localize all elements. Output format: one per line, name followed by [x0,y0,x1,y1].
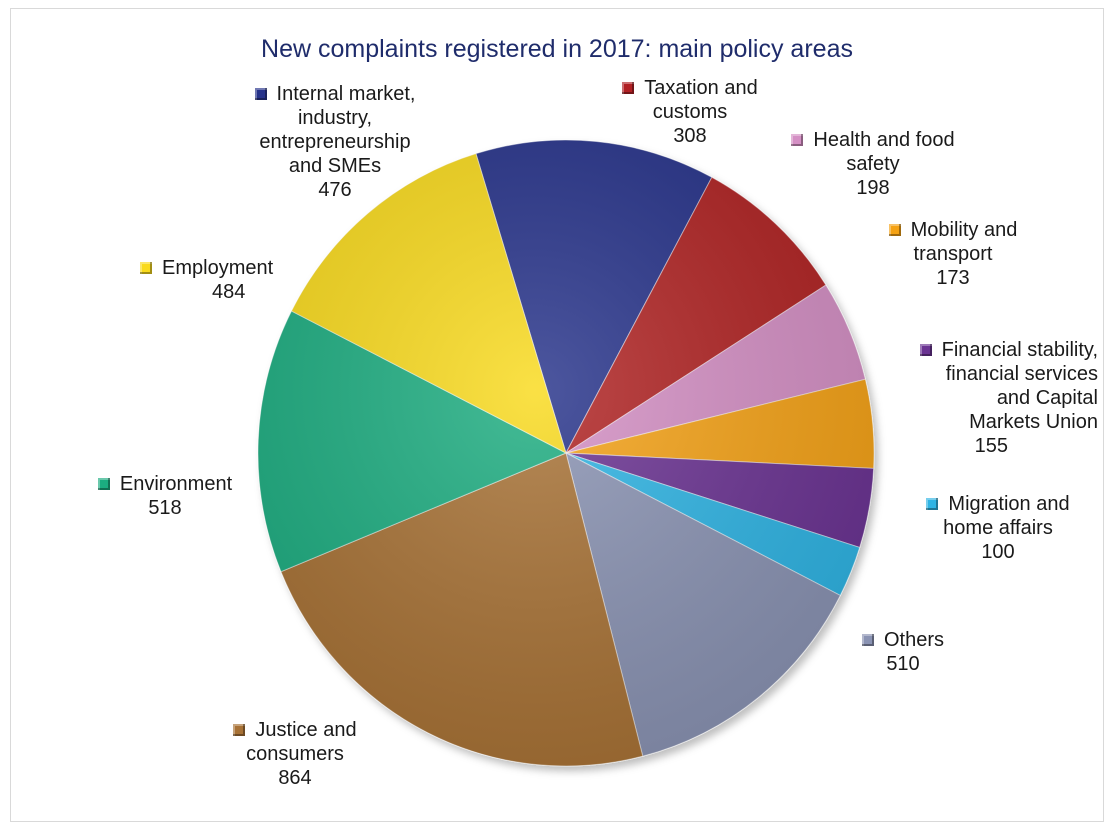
slice-label-mobility: Mobility and transport 173 [868,218,1038,290]
legend-swatch-migration [926,498,939,510]
legend-swatch-others [861,634,874,646]
slice-label-line: Environment [80,472,250,496]
slice-label-text: industry, [297,107,373,129]
slice-label-text: Taxation and [644,77,758,99]
slice-label-line: entrepreneurship [230,130,440,154]
slice-value-health: 198 [856,177,890,199]
legend-swatch-justice [233,724,246,736]
slice-label-text: consumers [246,743,344,765]
slice-value-migration: 100 [981,541,1015,563]
slice-label-employment: Employment 484 [140,256,310,304]
slice-label-line: home affairs [908,516,1088,540]
slice-label-line: Markets Union [880,410,1098,434]
slice-label-line: and SMEs [230,154,440,178]
slice-label-migration: Migration and home affairs 100 [908,492,1088,564]
slice-label-text: and SMEs [288,155,382,177]
pie-slices [257,139,875,767]
legend-swatch-taxation [622,82,635,94]
slice-label-text: home affairs [943,517,1053,539]
slice-label-text: Mobility and [910,219,1018,241]
slice-label-line: Justice and [220,718,370,742]
slice-label-text: Environment [119,473,233,495]
slice-label-line: Employment [140,256,310,280]
slice-label-line: Others [858,628,948,652]
slice-label-text: Others [883,629,945,651]
chart-title: New complaints registered in 2017: main … [261,35,853,63]
slice-label-internal-market: Internal market, industry, entrepreneurshi… [230,82,440,202]
slice-label-text: financial services [945,363,1098,385]
legend-swatch-financial [919,344,932,356]
slice-label-text: Justice and [255,719,357,741]
slice-label-justice: Justice and consumers 864 [220,718,370,790]
slice-label-text: and Capital [996,387,1098,409]
slice-label-text: transport [913,243,993,265]
slice-label-line: consumers [220,742,370,766]
slice-label-line: Mobility and [868,218,1038,242]
slice-label-line: Internal market, [230,82,440,106]
slice-value-employment: 484 [212,281,246,303]
slice-label-text: entrepreneurship [259,131,411,153]
slice-value-internal-market: 476 [318,179,352,201]
slice-value-taxation: 308 [673,125,707,147]
slice-label-text: Internal market, [276,83,416,105]
legend-swatch-mobility [888,224,901,236]
slice-label-text: Financial stability, [941,339,1098,361]
slice-label-line: customs [590,100,790,124]
slice-value-others: 510 [886,653,920,675]
legend-swatch-environment [97,478,110,490]
slice-label-line: Health and food [768,128,978,152]
slice-label-text: Health and food [813,129,955,151]
slice-label-text: customs [652,101,728,123]
slice-label-environment: Environment 518 [80,472,250,520]
legend-swatch-health [791,134,804,146]
slice-label-text: Employment [162,257,274,279]
slice-label-line: Migration and [908,492,1088,516]
legend-swatch-internal-market [254,88,267,100]
slice-label-taxation: Taxation and customs 308 [590,76,790,148]
slice-value-justice: 864 [278,767,312,789]
slice-value-environment: 518 [148,497,182,519]
slice-value-financial: 155 [974,435,1008,457]
slice-label-health: Health and food safety 198 [768,128,978,200]
slice-label-text: Markets Union [969,411,1098,433]
slice-label-text: Migration and [948,493,1070,515]
slice-label-line: transport [868,242,1038,266]
slice-label-line: Taxation and [590,76,790,100]
slice-label-line: industry, [230,106,440,130]
slice-label-others: Others 510 [858,628,948,676]
slice-label-line: Financial stability, [880,338,1098,362]
slice-label-text: safety [846,153,900,175]
slice-label-line: financial services [880,362,1098,386]
slice-label-financial: Financial stability, financial services an… [880,338,1098,458]
slice-value-mobility: 173 [936,267,970,289]
legend-swatch-employment [140,262,152,274]
slice-label-line: and Capital [880,386,1098,410]
slice-label-line: safety [768,152,978,176]
